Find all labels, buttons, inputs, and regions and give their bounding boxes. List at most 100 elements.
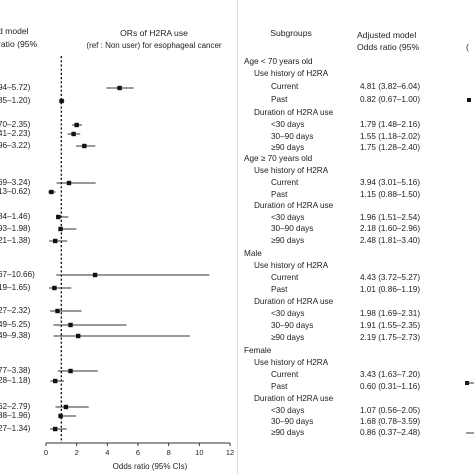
odds-ratio-value: 2.18 (1.60–2.96) bbox=[360, 224, 421, 233]
odds-ratio-marker bbox=[117, 85, 122, 91]
subgroups-header: Subgroups bbox=[270, 28, 312, 38]
odds-ratio-marker bbox=[68, 368, 73, 374]
subgroup-label: Duration of H2RA use bbox=[254, 394, 334, 403]
adjusted-header-line1: Adjusted model bbox=[357, 30, 417, 40]
odds-ratio-value: 0.86 (0.37–2.48) bbox=[360, 428, 421, 437]
chart-title: ORs of H2RA use bbox=[120, 28, 188, 38]
subgroup-label: ≥90 days bbox=[271, 236, 305, 245]
subgroup-label: Duration of H2RA use bbox=[254, 108, 334, 117]
odds-ratio-marker bbox=[49, 189, 54, 195]
odds-ratio-value: 1.75 (1.28–2.40) bbox=[360, 143, 421, 152]
odds-ratio-value: 0.60 (0.31–1.16) bbox=[360, 382, 421, 391]
edge-marker bbox=[467, 98, 471, 102]
odds-ratio-marker bbox=[53, 238, 58, 244]
odds-ratio-marker bbox=[55, 308, 60, 314]
adjusted-header-line2: Odds ratio (95% bbox=[357, 42, 420, 52]
subgroup-label: Female bbox=[244, 346, 272, 355]
ci-fragment: 27–1.34) bbox=[0, 424, 31, 433]
odds-ratio-marker bbox=[71, 131, 76, 137]
x-tick-label: 8 bbox=[167, 448, 171, 457]
odds-ratio-value: 1.68 (0.78–3.59) bbox=[360, 417, 421, 426]
odds-ratio-marker bbox=[82, 143, 87, 149]
x-tick-label: 12 bbox=[226, 448, 234, 457]
ci-fragment: 84–1.46) bbox=[0, 212, 31, 221]
odds-ratio-marker bbox=[63, 404, 69, 410]
subgroup-label: ≥90 days bbox=[271, 428, 305, 437]
ci-fragment: 27–2.32) bbox=[0, 306, 31, 315]
ci-fragment: 85–1.20) bbox=[0, 96, 31, 105]
subgroup-label: Use history of H2RA bbox=[254, 261, 329, 270]
odds-ratio-marker bbox=[58, 413, 63, 419]
subgroup-label: ≥90 days bbox=[271, 143, 305, 152]
ci-fragment: 19–1.65) bbox=[0, 283, 31, 292]
odds-ratio-value: 4.81 (3.82–6.04) bbox=[360, 82, 421, 91]
x-tick-label: 10 bbox=[195, 448, 203, 457]
odds-ratio-marker bbox=[66, 180, 72, 186]
subgroup-label: <30 days bbox=[271, 406, 305, 415]
x-tick-label: 4 bbox=[105, 448, 109, 457]
subgroup-label: Use history of H2RA bbox=[254, 69, 329, 78]
subgroup-label: <30 days bbox=[271, 120, 305, 129]
odds-ratio-marker bbox=[59, 98, 64, 104]
subgroup-label: Past bbox=[271, 95, 288, 104]
odds-ratio-marker bbox=[58, 226, 63, 232]
ci-fragment: 13–0.62) bbox=[0, 187, 31, 196]
odds-ratio-value: 4.43 (3.72–5.27) bbox=[360, 273, 421, 282]
odds-ratio-value: 1.98 (1.69–2.31) bbox=[360, 309, 421, 318]
ci-fragment: 62–2.79) bbox=[0, 402, 31, 411]
ci-fragment: 93–1.98) bbox=[0, 224, 31, 233]
odds-ratio-value: 3.43 (1.63–7.20) bbox=[360, 370, 421, 379]
subgroup-label: Past bbox=[271, 285, 288, 294]
right-edge-plot bbox=[465, 98, 474, 434]
x-axis-title: Odds ratio (95% CIs) bbox=[112, 462, 188, 471]
odds-ratio-marker bbox=[92, 272, 98, 278]
odds-ratio-value: 2.19 (1.75–2.73) bbox=[360, 333, 421, 342]
x-tick-label: 2 bbox=[75, 448, 79, 457]
x-tick-label: 0 bbox=[44, 448, 48, 457]
subgroup-label: Past bbox=[271, 382, 288, 391]
left-header-line2: ratio (95% bbox=[0, 39, 38, 49]
panel-divider bbox=[237, 0, 238, 474]
odds-ratio-value: 1.15 (0.88–1.50) bbox=[360, 190, 421, 199]
subgroup-label: Current bbox=[271, 273, 299, 282]
odds-ratio-value: 1.07 (0.56–2.05) bbox=[360, 406, 421, 415]
subgroup-label: Use history of H2RA bbox=[254, 166, 329, 175]
ci-fragment: 96–3.22) bbox=[0, 141, 31, 150]
odds-ratio-value: 1.01 (0.86–1.19) bbox=[360, 285, 421, 294]
ci-fragment: 41–2.23) bbox=[0, 129, 31, 138]
subgroup-label: ≥90 days bbox=[271, 333, 305, 342]
odds-ratio-value: 1.96 (1.51–2.54) bbox=[360, 213, 421, 222]
odds-ratio-value: 1.91 (1.55–2.35) bbox=[360, 321, 421, 330]
ci-fragment: 70–2.35) bbox=[0, 120, 31, 129]
odds-ratio-value: 0.82 (0.67–1.00) bbox=[360, 95, 421, 104]
subgroup-label: Current bbox=[271, 370, 299, 379]
ci-fragment: 94–5.72) bbox=[0, 83, 31, 92]
odds-ratio-value: 3.94 (3.01–5.16) bbox=[360, 178, 421, 187]
subgroup-label: Age ≥ 70 years old bbox=[244, 154, 313, 163]
x-tick-label: 6 bbox=[136, 448, 140, 457]
subgroup-label: 30–90 days bbox=[271, 224, 314, 233]
odds-ratio-marker bbox=[53, 378, 58, 384]
odds-ratio-marker bbox=[76, 333, 81, 339]
subgroup-label: Duration of H2RA use bbox=[254, 201, 334, 210]
ci-fragment: 77–3.38) bbox=[0, 366, 31, 375]
subgroup-label: Current bbox=[271, 178, 299, 187]
odds-ratio-marker bbox=[68, 322, 73, 328]
ci-fragment: 21–1.38) bbox=[0, 236, 31, 245]
subgroup-label: Use history of H2RA bbox=[254, 358, 329, 367]
ci-fragment: 67–10.66) bbox=[0, 270, 35, 279]
right-edge-fragment: ( bbox=[466, 42, 469, 52]
ci-fragment: 88–1.96) bbox=[0, 411, 31, 420]
subgroup-label: <30 days bbox=[271, 213, 305, 222]
chart-subtitle: (ref : Non user) for esophageal cancer bbox=[86, 41, 222, 50]
odds-ratio-marker bbox=[56, 214, 61, 220]
left-header-line1: d model bbox=[0, 26, 29, 36]
odds-ratio-value: 2.48 (1.81–3.40) bbox=[360, 236, 421, 245]
odds-ratio-marker bbox=[74, 122, 79, 128]
odds-ratio-marker bbox=[53, 426, 58, 432]
odds-ratio-value: 1.79 (1.48–2.16) bbox=[360, 120, 421, 129]
ci-fragment: 69–3.24) bbox=[0, 178, 31, 187]
subgroup-label: Past bbox=[271, 190, 288, 199]
ci-fragment: 28–1.18) bbox=[0, 376, 31, 385]
